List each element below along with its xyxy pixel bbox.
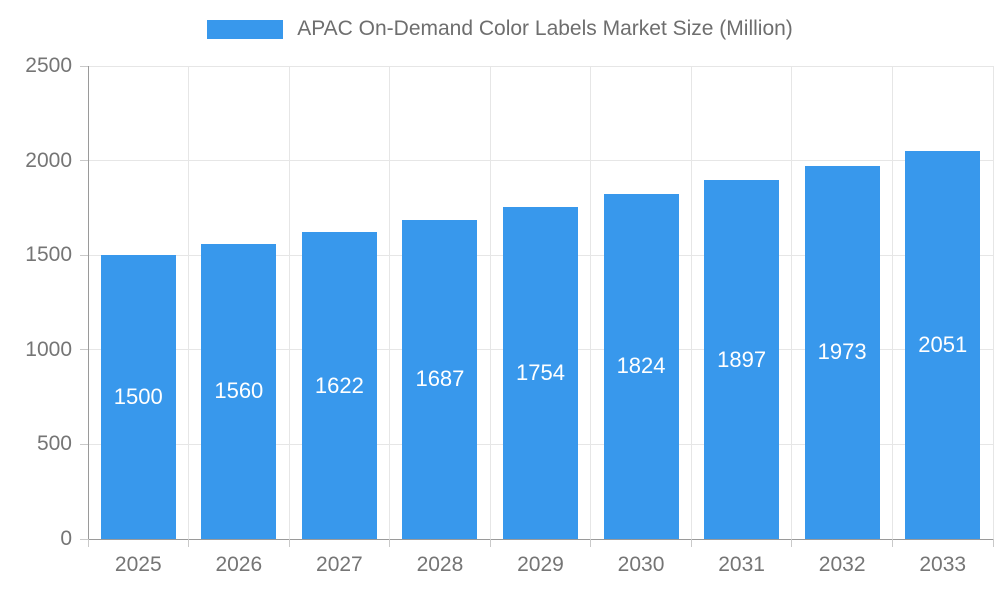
x-tick-label: 2031 (718, 553, 765, 576)
x-tick (891, 539, 893, 547)
y-tick (80, 538, 88, 540)
legend-item[interactable]: APAC On-Demand Color Labels Market Size … (0, 17, 1000, 41)
y-tick-label: 2500 (25, 54, 72, 77)
x-tick (992, 539, 994, 547)
y-axis-line (87, 66, 89, 539)
x-tick (690, 539, 692, 547)
bar[interactable] (905, 150, 981, 539)
x-tick (288, 539, 290, 547)
bar[interactable] (402, 219, 478, 539)
y-tick-label: 1500 (25, 243, 72, 267)
y-tick-label: 2000 (25, 148, 72, 172)
bar[interactable] (100, 255, 176, 539)
bar[interactable] (704, 180, 780, 539)
x-tick-label: 2029 (517, 553, 564, 576)
bar[interactable] (503, 207, 578, 539)
x-tick-label: 2032 (818, 553, 866, 576)
x-tick-label: 2026 (215, 553, 263, 576)
y-tick-label: 1000 (25, 337, 72, 361)
x-tick (87, 539, 89, 547)
y-tick (80, 160, 88, 162)
y-tick (80, 254, 88, 256)
bar[interactable] (603, 193, 679, 539)
bar[interactable] (201, 243, 277, 539)
x-axis-line (88, 538, 993, 540)
vgrid-line (590, 66, 592, 539)
y-tick-label: 500 (36, 432, 72, 456)
x-tick-label: 2025 (114, 553, 162, 576)
y-tick (80, 349, 88, 351)
x-tick (389, 539, 391, 547)
bar[interactable] (301, 232, 377, 539)
hgrid-line (88, 65, 993, 67)
legend-label: APAC On-Demand Color Labels Market Size … (297, 17, 793, 40)
hgrid-line (88, 160, 993, 162)
y-tick-label: 0 (60, 527, 72, 550)
vgrid-line (489, 66, 491, 539)
y-tick (80, 443, 88, 445)
x-tick-label: 2028 (416, 553, 464, 576)
x-tick-label: 2027 (316, 553, 363, 576)
legend-swatch (207, 19, 284, 39)
x-tick (590, 539, 592, 547)
x-tick-label: 2030 (617, 553, 665, 576)
vgrid-line (188, 66, 190, 539)
vgrid-line (891, 66, 893, 539)
vgrid-line (288, 66, 290, 539)
x-tick-label: 2033 (919, 553, 967, 576)
x-tick (489, 539, 491, 547)
vgrid-line (992, 66, 994, 539)
vgrid-line (389, 66, 391, 539)
bar[interactable] (804, 165, 880, 539)
vgrid-line (690, 66, 692, 539)
x-tick (791, 539, 793, 547)
vgrid-line (791, 66, 793, 539)
x-tick (188, 539, 190, 547)
y-tick (80, 65, 88, 67)
